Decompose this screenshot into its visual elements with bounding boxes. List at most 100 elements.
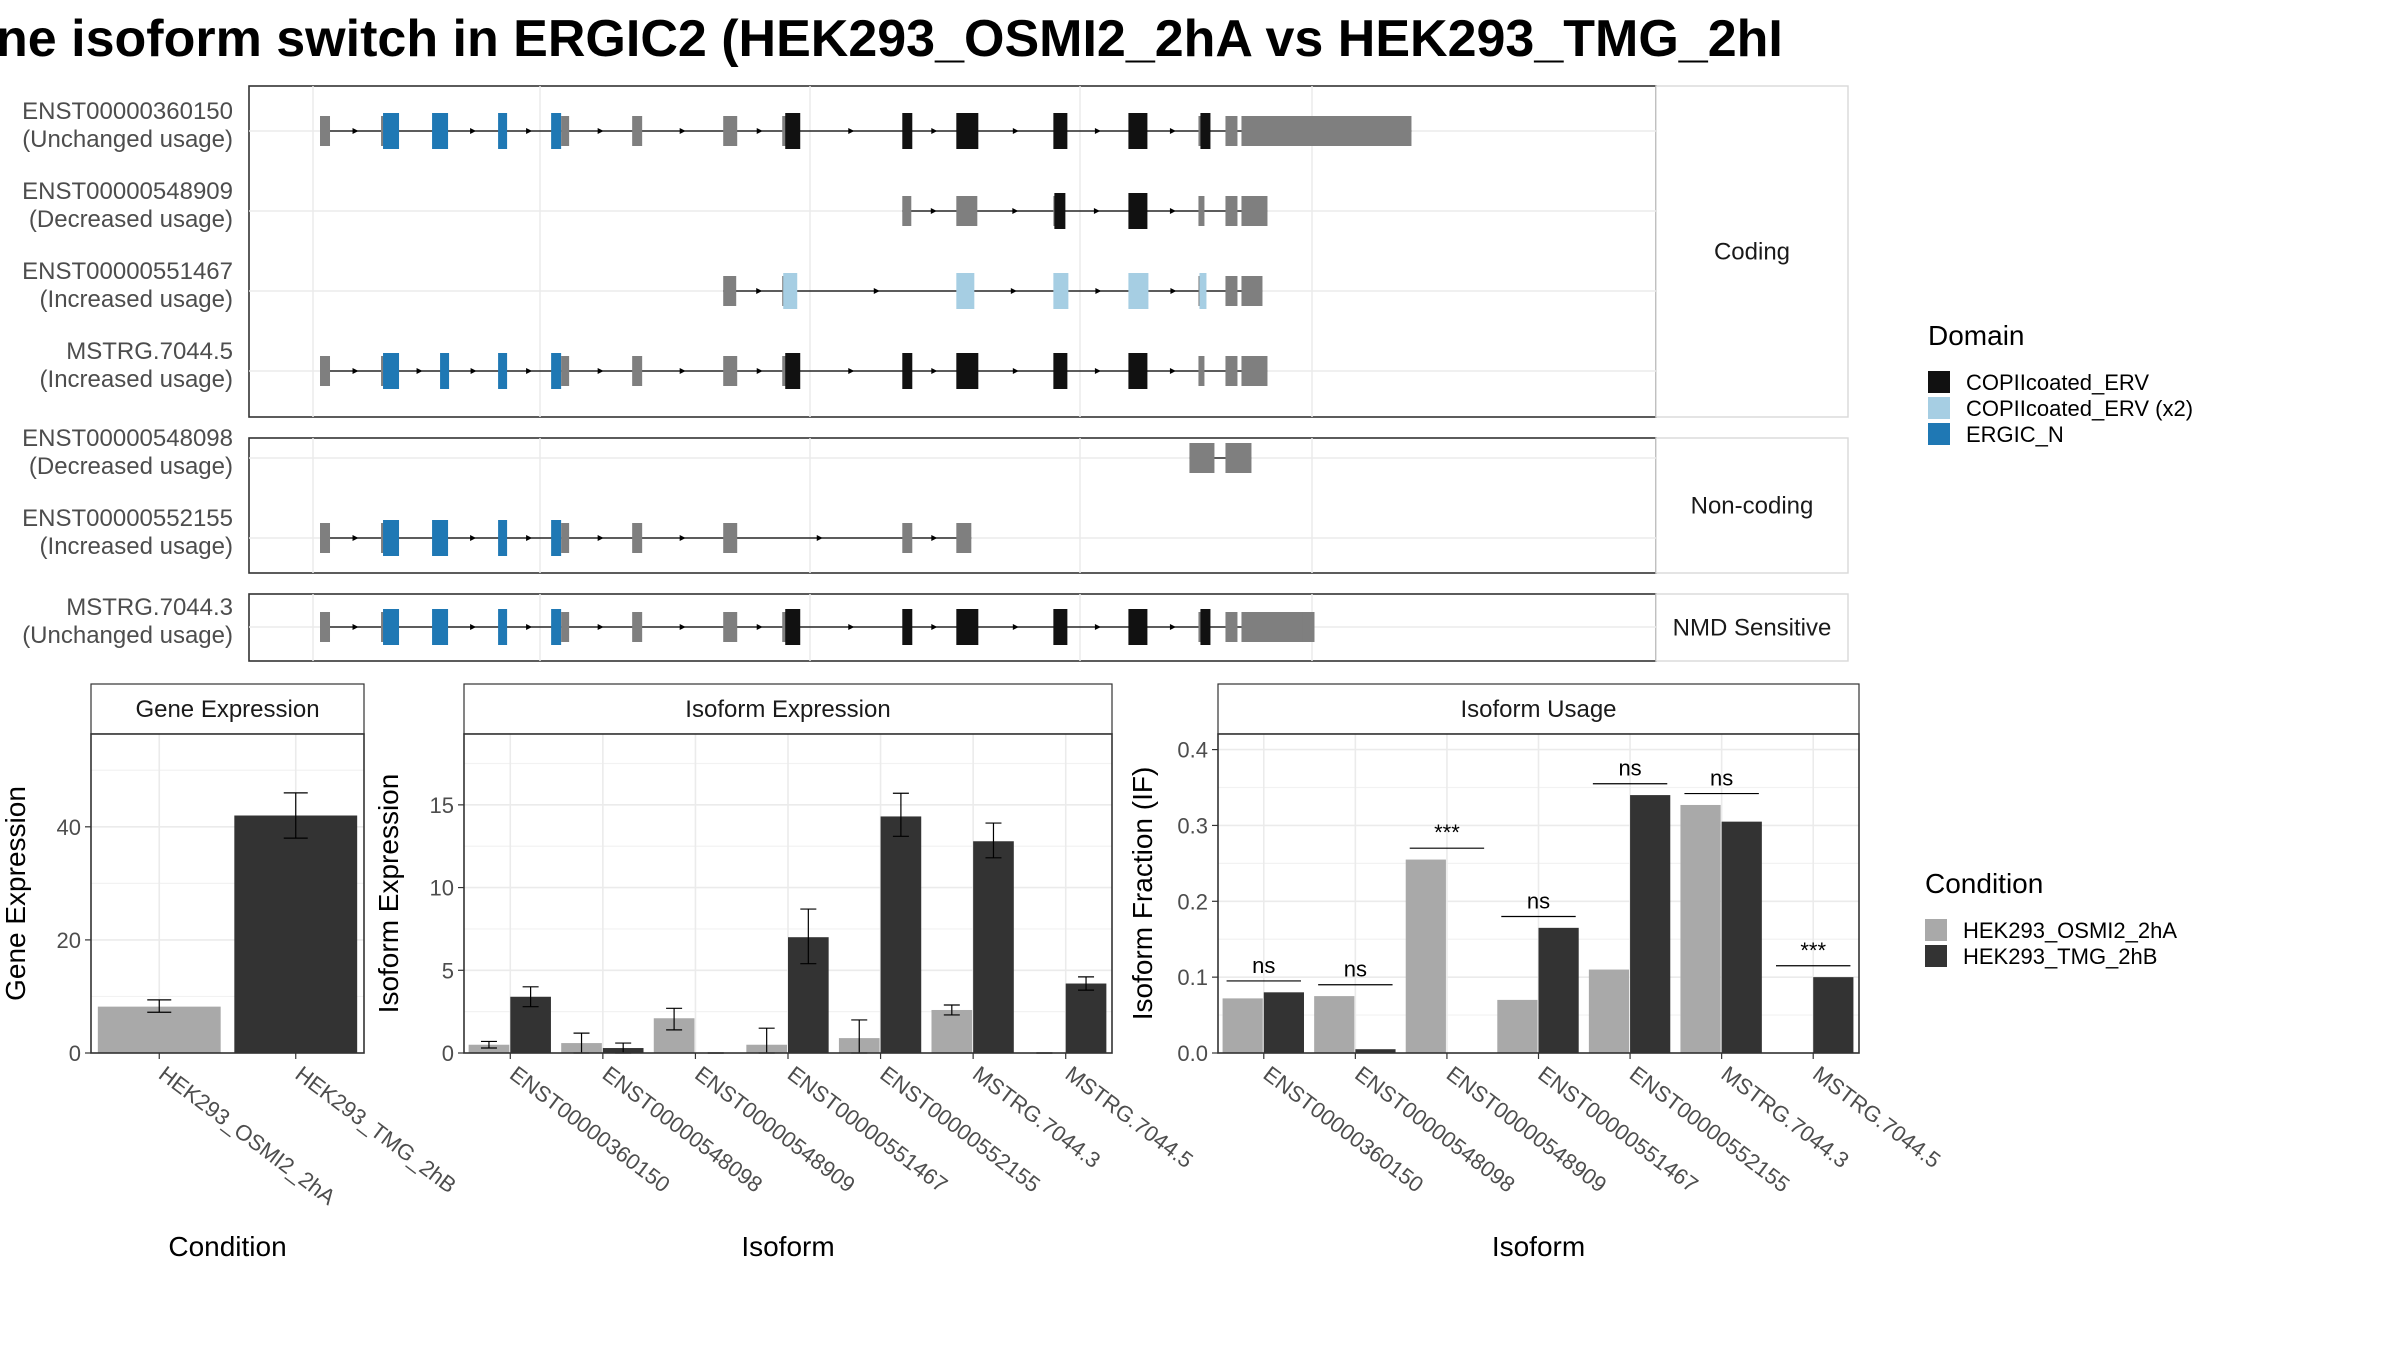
panel-frame	[248, 437, 1657, 574]
strand-arrow	[931, 624, 938, 630]
exon	[1053, 113, 1068, 149]
legend-swatch	[1925, 919, 1947, 941]
strand-arrow	[526, 128, 533, 134]
strand-arrow	[1010, 288, 1017, 294]
legend-label: HEK293_OSMI2_2hA	[1963, 918, 2177, 943]
exon	[723, 276, 737, 306]
y-axis-title: Isoform Expression	[373, 774, 404, 1014]
y-tick-label: 0.4	[1177, 738, 1208, 763]
transcript-id-label: ENST00000551467	[22, 258, 233, 285]
transcript-row: ENST00000360150(Unchanged usage)	[22, 98, 1656, 153]
y-tick-label: 0.2	[1177, 889, 1208, 914]
exon	[956, 196, 978, 226]
bar	[1538, 927, 1579, 1053]
exon	[1225, 612, 1238, 642]
exon	[498, 113, 508, 149]
strand-arrow	[679, 535, 686, 541]
strip-box	[1655, 85, 1849, 418]
exon	[1199, 273, 1207, 309]
strand-arrow	[352, 624, 359, 630]
y-tick-label: 0.0	[1177, 1041, 1208, 1066]
strand-arrow	[930, 208, 937, 214]
strand-arrow	[1094, 128, 1101, 134]
significance-label: ns	[1344, 957, 1367, 982]
exon	[902, 196, 912, 226]
bar	[1355, 1049, 1396, 1053]
exon	[785, 113, 801, 149]
exon	[1053, 353, 1068, 389]
exon	[1200, 609, 1211, 645]
transcript-usage-label: (Unchanged usage)	[22, 622, 233, 649]
bar	[931, 1009, 973, 1053]
exon	[383, 353, 400, 389]
strand-arrow	[1169, 624, 1176, 630]
exon	[1241, 116, 1412, 146]
significance-label: ***	[1800, 938, 1826, 963]
y-tick-label: 0.1	[1177, 965, 1208, 990]
bar	[468, 1044, 510, 1053]
strand-arrow	[1012, 128, 1019, 134]
strand-arrow	[679, 128, 686, 134]
y-tick-label: 5	[442, 958, 454, 983]
exon	[320, 612, 331, 642]
bar	[1630, 795, 1671, 1053]
transcript-id-label: ENST00000360150	[22, 98, 233, 125]
transcript-id-label: ENST00000548909	[22, 178, 233, 205]
exon	[1302, 612, 1315, 642]
strand-arrow	[931, 368, 938, 374]
significance-label: ns	[1710, 766, 1733, 791]
transcript-id-label: MSTRG.7044.5	[66, 338, 233, 365]
strand-arrow	[931, 128, 938, 134]
exon	[498, 520, 508, 556]
strip-label: Coding	[1714, 239, 1790, 266]
figure-title: ne isoform switch in ERGIC2 (HEK293_OSMI…	[0, 10, 1783, 68]
exon	[320, 523, 331, 553]
transcript-id-label: ENST00000552155	[22, 505, 233, 532]
strand-arrow	[1170, 288, 1177, 294]
strip-label: NMD Sensitive	[1673, 615, 1832, 642]
exon	[1241, 276, 1263, 306]
strip-label: Non-coding	[1691, 493, 1814, 520]
exon	[723, 356, 738, 386]
exon	[1053, 273, 1069, 309]
y-axis-title: Gene Expression	[0, 786, 31, 1001]
bar	[1721, 821, 1762, 1053]
exon	[783, 273, 798, 309]
exon	[1198, 196, 1205, 226]
exon	[1225, 196, 1238, 226]
exon	[1225, 356, 1238, 386]
x-tick-label: ENST00000548098	[1350, 1061, 1519, 1197]
exon	[1128, 609, 1148, 645]
transcript-usage-label: (Increased usage)	[40, 533, 233, 560]
exon	[723, 523, 738, 553]
exon	[1241, 356, 1268, 386]
exon	[1241, 196, 1268, 226]
exon	[320, 116, 331, 146]
x-tick-label: ENST00000551467	[1533, 1061, 1702, 1197]
y-tick-label: 0	[442, 1041, 454, 1066]
exon	[561, 523, 570, 553]
strip-box	[1217, 683, 1860, 735]
legend-label: ERGIC_N	[1966, 422, 2064, 447]
strip-box	[463, 683, 1113, 735]
y-tick-label: 40	[57, 815, 81, 840]
strand-arrow	[679, 624, 686, 630]
strand-arrow	[756, 368, 763, 374]
y-tick-label: 15	[430, 793, 454, 818]
exon	[632, 612, 643, 642]
significance-label: ns	[1618, 756, 1641, 781]
strip-box	[1655, 437, 1849, 574]
bar	[1222, 998, 1263, 1053]
exon	[1054, 193, 1066, 229]
exon	[1198, 356, 1205, 386]
x-tick-label: ENST00000360150	[505, 1061, 674, 1197]
exon	[956, 273, 975, 309]
legend-label: HEK293_TMG_2hB	[1963, 944, 2157, 969]
strand-arrow	[1012, 624, 1019, 630]
structure-panel: NMD Sensitive MSTRG.7044.3(Unchanged usag…	[22, 593, 1849, 662]
exon	[632, 523, 643, 553]
exon	[1225, 116, 1238, 146]
transcript-id-label: ENST00000548098	[22, 425, 233, 452]
